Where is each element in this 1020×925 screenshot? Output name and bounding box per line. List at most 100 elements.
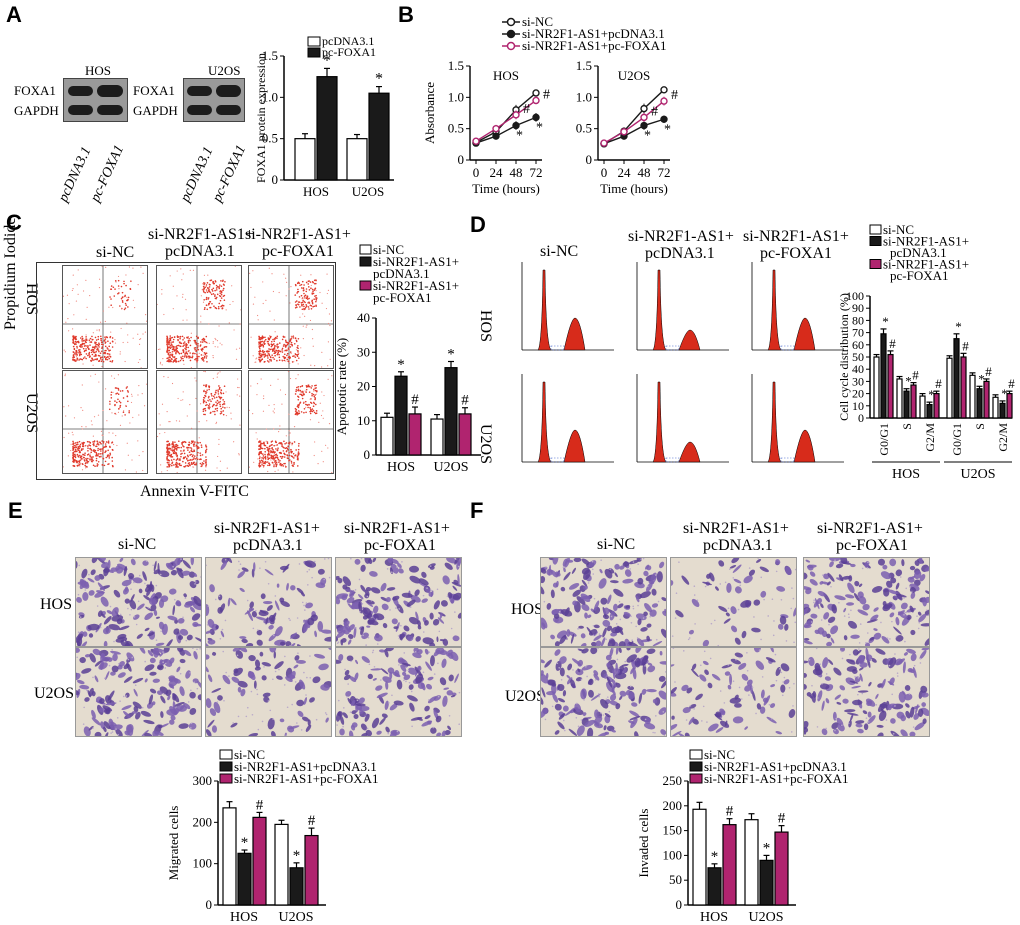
- cell: [325, 717, 329, 723]
- pore: [288, 617, 290, 620]
- event-dot: [79, 358, 82, 360]
- event-dot: [86, 462, 89, 464]
- cell: [121, 705, 132, 711]
- cell: [895, 635, 904, 642]
- cell: [345, 691, 352, 697]
- event-dot: [88, 351, 91, 354]
- pore: [373, 666, 376, 668]
- event-dot: [273, 348, 276, 350]
- event-dot: [250, 336, 252, 338]
- pore: [138, 574, 141, 577]
- event-dot: [261, 461, 263, 463]
- event-dot: [93, 448, 95, 451]
- cell: [550, 569, 558, 578]
- event-dot: [304, 308, 306, 310]
- cell: [173, 678, 181, 684]
- cell: [734, 586, 742, 594]
- cell: [183, 702, 191, 710]
- pore: [782, 681, 785, 683]
- data-point: [492, 124, 500, 133]
- cell: [804, 640, 813, 645]
- event-dot: [205, 456, 207, 458]
- bar: [430, 418, 444, 456]
- event-dot: [266, 461, 269, 463]
- pore: [811, 621, 813, 623]
- legend-label: si-NC: [883, 222, 914, 237]
- cell: [215, 625, 219, 630]
- cell: [645, 582, 653, 592]
- event-dot: [312, 345, 314, 347]
- cell: [126, 662, 132, 672]
- event-dot: [79, 451, 81, 453]
- event-dot: [297, 396, 300, 398]
- event-dot: [205, 404, 207, 407]
- event-dot: [74, 448, 77, 451]
- cell: [108, 624, 121, 631]
- event-dot: [122, 397, 125, 399]
- event-dot: [94, 342, 96, 345]
- cell: [886, 580, 893, 588]
- cell: [144, 612, 154, 621]
- cell: [163, 658, 173, 667]
- x-tick-label: S: [973, 423, 987, 430]
- event-dot: [191, 356, 194, 359]
- event-dot: [123, 280, 125, 283]
- cell: [237, 648, 248, 653]
- legend-label: si-NC: [704, 747, 735, 762]
- event-dot: [216, 467, 218, 469]
- event-dot: [166, 338, 169, 340]
- pore: [344, 668, 346, 671]
- event-dot: [255, 432, 257, 434]
- pore: [751, 686, 754, 689]
- event-dot: [177, 397, 179, 400]
- event-dot: [278, 342, 281, 344]
- pore: [347, 602, 349, 605]
- event-dot: [104, 320, 106, 323]
- pore: [724, 581, 727, 584]
- cell: [387, 667, 395, 674]
- event-dot: [190, 332, 192, 334]
- cell: [268, 624, 274, 630]
- cell: [906, 614, 912, 620]
- cell: [367, 673, 373, 680]
- event-dot: [121, 299, 124, 302]
- event-dot: [322, 417, 324, 419]
- event-dot: [201, 454, 204, 456]
- event-dot: [262, 466, 265, 468]
- pore: [592, 573, 595, 575]
- event-dot: [74, 336, 76, 339]
- bar: [222, 807, 237, 906]
- event-dot: [104, 351, 107, 354]
- cell: [541, 696, 544, 705]
- cell: [417, 625, 422, 630]
- event-dot: [208, 302, 211, 305]
- significance-mark: #: [543, 87, 550, 102]
- cell: [149, 671, 157, 676]
- flow-scatter-plot: [248, 370, 334, 474]
- event-dot: [268, 454, 270, 456]
- event-dot: [81, 338, 83, 341]
- pore: [398, 637, 401, 640]
- cell: [651, 588, 657, 596]
- event-dot: [96, 346, 98, 348]
- pore: [82, 578, 85, 581]
- event-dot: [318, 421, 320, 423]
- cell: [206, 604, 210, 617]
- cell: [646, 565, 652, 571]
- bar: [408, 413, 422, 456]
- cell: [232, 648, 242, 652]
- event-dot: [205, 462, 208, 464]
- event-dot: [92, 332, 94, 334]
- event-dot: [110, 304, 112, 307]
- cell: [846, 602, 855, 606]
- pore: [719, 690, 722, 692]
- event-dot: [220, 280, 222, 282]
- legend-label: si-NR2F1-AS1+: [373, 254, 459, 269]
- event-dot: [112, 306, 114, 309]
- cell: [350, 699, 356, 706]
- event-dot: [322, 461, 324, 463]
- pore: [717, 644, 720, 646]
- event-dot: [273, 451, 275, 453]
- cell: [422, 637, 434, 645]
- event-dot: [175, 466, 177, 468]
